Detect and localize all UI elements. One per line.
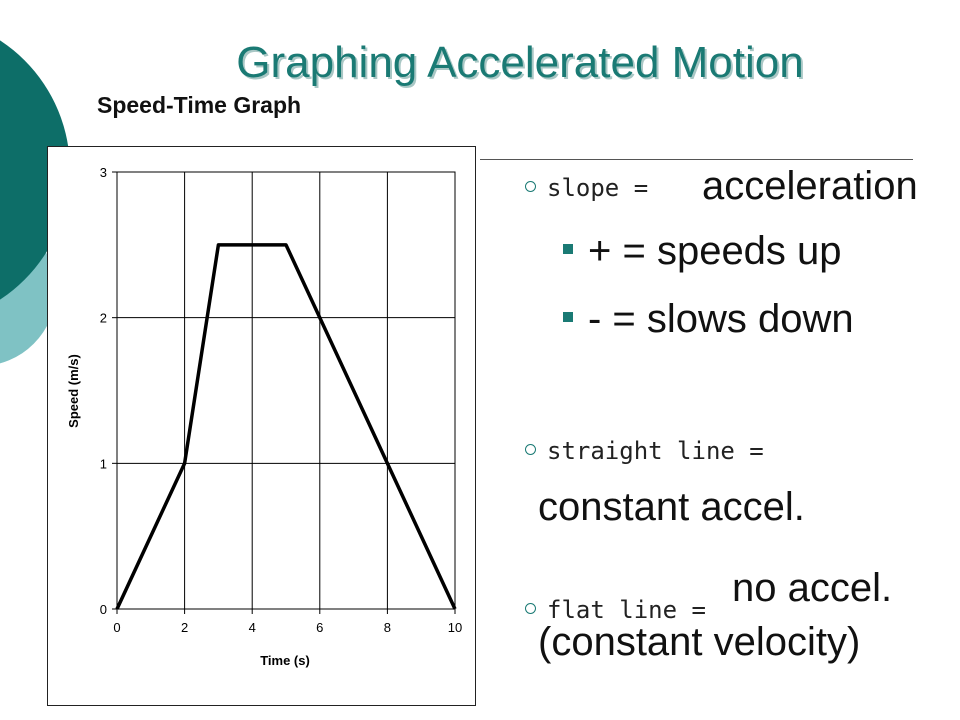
x-tick-label: 10 bbox=[448, 620, 462, 635]
divider-line bbox=[480, 159, 913, 160]
chart-frame: 0 2 4 6 8 10 0 1 2 3 Time (s) Speed (m/s) bbox=[47, 146, 476, 706]
y-axis-label: Speed (m/s) bbox=[66, 354, 81, 428]
bullet-flat-label: flat line = bbox=[547, 596, 706, 624]
bullet-flat-answer: no accel. bbox=[732, 566, 893, 610]
chart-subtitle: Speed-Time Graph bbox=[97, 92, 302, 118]
speed-time-chart: 0 2 4 6 8 10 0 1 2 3 Time (s) Speed (m/s) bbox=[66, 165, 462, 668]
y-tick-label: 3 bbox=[100, 165, 107, 180]
bullet-slope-label: slope = bbox=[547, 174, 649, 202]
sub-bullet-slows-down: - = slows down bbox=[588, 297, 854, 341]
x-tick-label: 8 bbox=[384, 620, 391, 635]
speed-series-line bbox=[115, 243, 457, 610]
x-axis-label: Time (s) bbox=[260, 653, 310, 668]
bullet-circle-icon bbox=[525, 181, 536, 192]
bullet-circle-icon bbox=[525, 444, 536, 455]
square-bullet-icon bbox=[563, 244, 573, 254]
x-tick-label: 6 bbox=[316, 620, 323, 635]
x-tick-label: 0 bbox=[113, 620, 120, 635]
bullet-flat-answer-detail: (constant velocity) bbox=[538, 620, 861, 664]
plot-area bbox=[116, 171, 456, 610]
bullet-straight-answer: constant accel. bbox=[538, 485, 805, 529]
bullet-slope-answer: acceleration bbox=[702, 164, 918, 208]
x-tick-label: 2 bbox=[181, 620, 188, 635]
sub-bullet-speeds-up: + = speeds up bbox=[588, 229, 842, 273]
square-bullet-icon bbox=[563, 312, 573, 322]
bullet-straight-label: straight line = bbox=[547, 437, 764, 465]
y-tick-label: 2 bbox=[100, 311, 107, 326]
slide-title: Graphing Accelerated Motion bbox=[236, 38, 804, 87]
y-tick-label: 1 bbox=[100, 456, 107, 471]
bullet-circle-icon bbox=[525, 603, 536, 614]
x-tick-label: 4 bbox=[249, 620, 256, 635]
y-tick-label: 0 bbox=[100, 602, 107, 617]
